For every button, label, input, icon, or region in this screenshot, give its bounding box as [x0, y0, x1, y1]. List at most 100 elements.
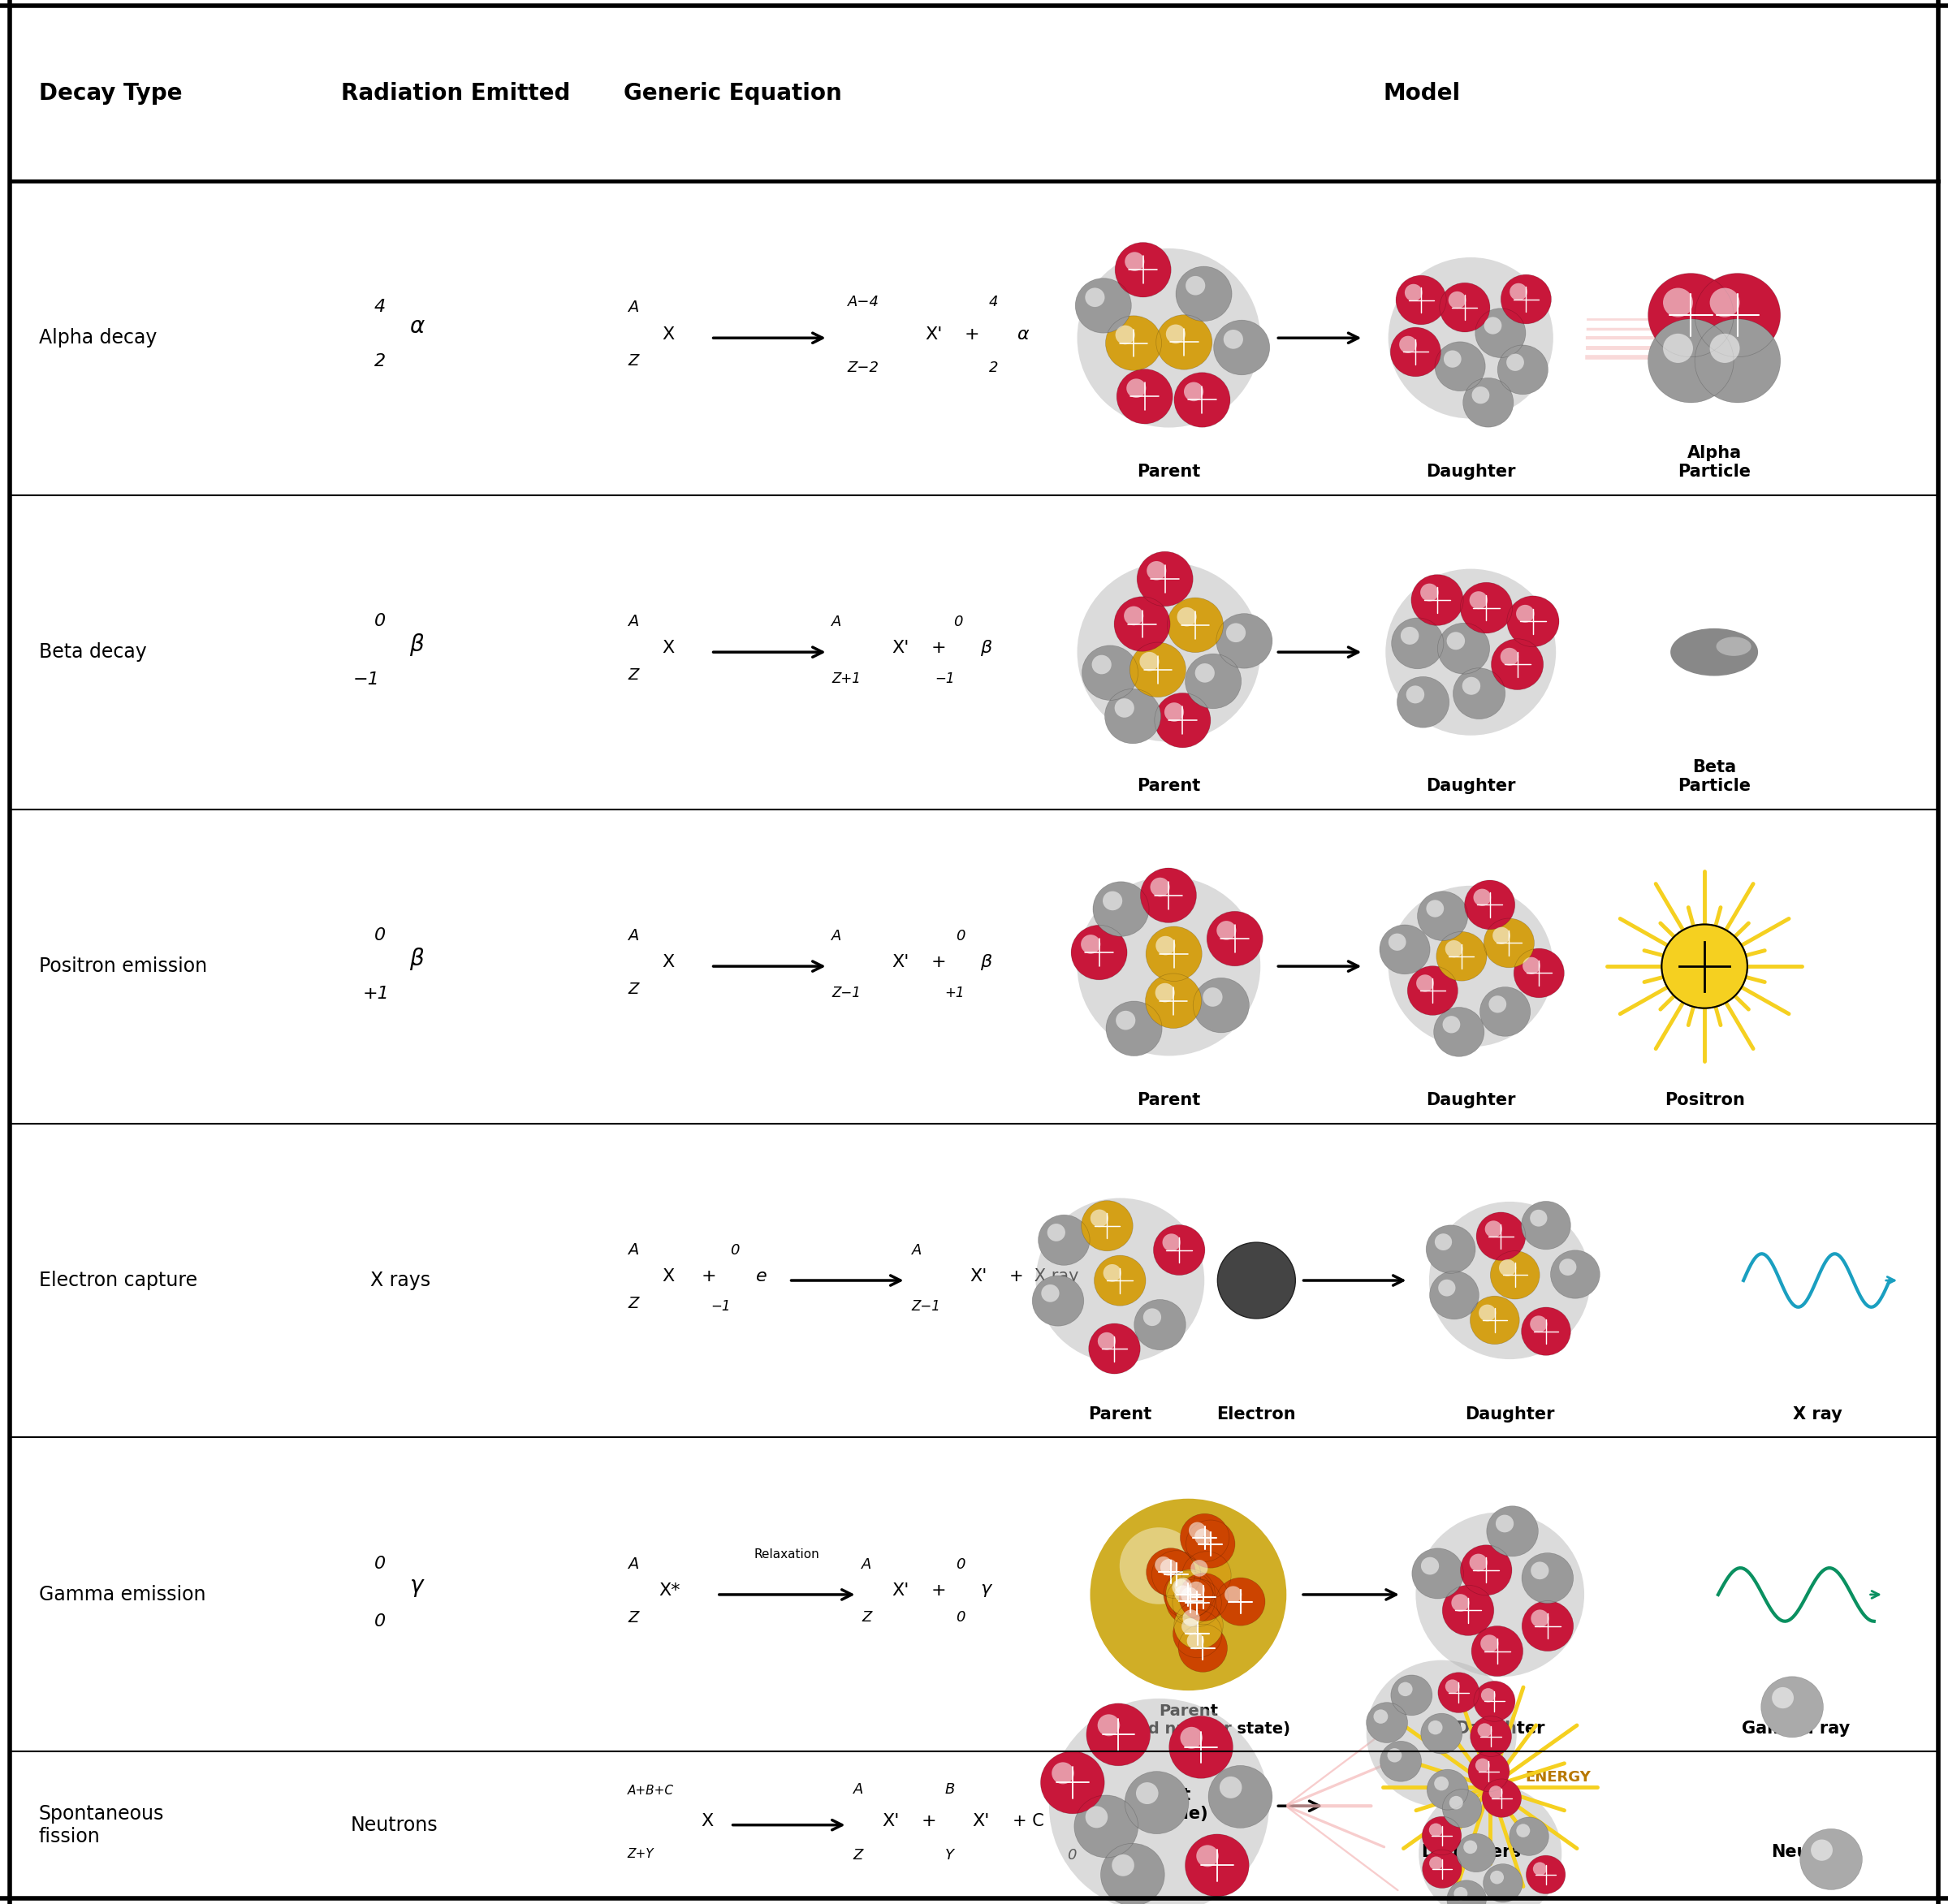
Circle shape	[1091, 655, 1112, 674]
Circle shape	[1430, 1272, 1479, 1319]
Circle shape	[1175, 1586, 1192, 1601]
Circle shape	[1428, 1721, 1443, 1735]
Circle shape	[1179, 1573, 1227, 1620]
Ellipse shape	[1716, 638, 1751, 655]
Circle shape	[1479, 1304, 1496, 1321]
Circle shape	[1175, 373, 1231, 426]
Text: +: +	[931, 640, 947, 657]
Text: Parent: Parent	[1138, 777, 1200, 794]
Circle shape	[1473, 387, 1490, 404]
Circle shape	[1155, 982, 1175, 1002]
Circle shape	[1648, 320, 1734, 404]
Circle shape	[1184, 383, 1204, 402]
Circle shape	[1206, 912, 1262, 965]
Circle shape	[1105, 689, 1161, 744]
Circle shape	[1169, 1716, 1233, 1778]
Text: Z−1: Z−1	[912, 1299, 941, 1314]
Circle shape	[1208, 1765, 1272, 1828]
Text: A−4: A−4	[847, 295, 879, 310]
Text: Z−1: Z−1	[832, 986, 861, 1000]
Circle shape	[1036, 1198, 1204, 1363]
Circle shape	[1180, 1727, 1202, 1748]
Circle shape	[1103, 1264, 1122, 1281]
Text: X: X	[701, 1813, 713, 1830]
Text: +  X ray: + X ray	[1009, 1268, 1079, 1285]
Text: Z: Z	[627, 982, 639, 998]
Circle shape	[1097, 1714, 1120, 1736]
Circle shape	[1223, 329, 1243, 348]
Text: +: +	[931, 1582, 947, 1599]
Text: Positron: Positron	[1664, 1091, 1745, 1108]
Circle shape	[1130, 642, 1186, 697]
Circle shape	[1071, 925, 1128, 981]
Circle shape	[1173, 1609, 1221, 1658]
Text: $\beta$: $\beta$	[409, 946, 425, 971]
Text: Z+Y: Z+Y	[627, 1847, 655, 1860]
Circle shape	[1438, 1279, 1455, 1297]
Circle shape	[1451, 1594, 1469, 1611]
Circle shape	[1463, 678, 1480, 695]
Circle shape	[1182, 1552, 1231, 1599]
Circle shape	[1484, 1220, 1502, 1238]
Circle shape	[1052, 1763, 1073, 1784]
Circle shape	[1366, 1660, 1517, 1807]
Circle shape	[1492, 927, 1510, 944]
Circle shape	[1389, 257, 1553, 419]
Circle shape	[1496, 1516, 1514, 1533]
Text: A: A	[912, 1243, 921, 1257]
Circle shape	[1471, 1297, 1519, 1344]
Circle shape	[1461, 1544, 1512, 1596]
Circle shape	[1073, 1795, 1138, 1858]
Circle shape	[1106, 1002, 1163, 1057]
Circle shape	[1463, 1841, 1477, 1854]
Text: 2: 2	[374, 354, 386, 369]
Circle shape	[1184, 653, 1241, 708]
Circle shape	[1514, 948, 1564, 998]
Text: Parent
(unstable): Parent (unstable)	[1110, 1788, 1208, 1822]
Circle shape	[1434, 1776, 1449, 1790]
Circle shape	[1216, 613, 1272, 668]
Circle shape	[1188, 1582, 1204, 1597]
Circle shape	[1192, 979, 1249, 1032]
Text: Gamma ray: Gamma ray	[1742, 1719, 1851, 1736]
Circle shape	[1225, 623, 1245, 642]
Text: Z: Z	[853, 1847, 863, 1862]
Circle shape	[1194, 1529, 1212, 1546]
Circle shape	[1143, 1308, 1161, 1325]
Circle shape	[1140, 651, 1159, 670]
Circle shape	[1103, 891, 1122, 910]
Circle shape	[1077, 876, 1260, 1057]
Circle shape	[1091, 1498, 1286, 1691]
Circle shape	[1399, 335, 1416, 352]
Circle shape	[1440, 282, 1490, 331]
Text: X rays: X rays	[370, 1270, 431, 1291]
Circle shape	[1422, 1849, 1461, 1889]
Circle shape	[1391, 327, 1442, 377]
Circle shape	[1151, 1550, 1200, 1599]
Text: Z: Z	[627, 668, 639, 684]
Text: A+B+C: A+B+C	[627, 1784, 674, 1797]
Text: X ray: X ray	[1792, 1405, 1843, 1422]
Circle shape	[1379, 1740, 1422, 1782]
Circle shape	[1447, 1881, 1486, 1904]
Text: $\alpha$: $\alpha$	[409, 316, 425, 337]
Text: e: e	[756, 1268, 768, 1285]
Text: Parent: Parent	[1138, 463, 1200, 480]
Circle shape	[1695, 272, 1780, 358]
Circle shape	[1179, 1624, 1227, 1672]
Circle shape	[1449, 291, 1467, 308]
Circle shape	[1410, 575, 1463, 626]
Circle shape	[1471, 1716, 1512, 1757]
Circle shape	[1149, 878, 1171, 897]
Circle shape	[1167, 1577, 1216, 1624]
Circle shape	[1558, 1259, 1576, 1276]
Circle shape	[1173, 1578, 1221, 1626]
Circle shape	[1434, 1234, 1451, 1251]
Text: A: A	[627, 927, 639, 944]
Circle shape	[1405, 284, 1422, 301]
Text: A: A	[627, 613, 639, 628]
Circle shape	[1190, 1559, 1208, 1577]
Circle shape	[1695, 320, 1780, 404]
Text: Z: Z	[627, 1297, 639, 1312]
Circle shape	[1480, 986, 1531, 1036]
